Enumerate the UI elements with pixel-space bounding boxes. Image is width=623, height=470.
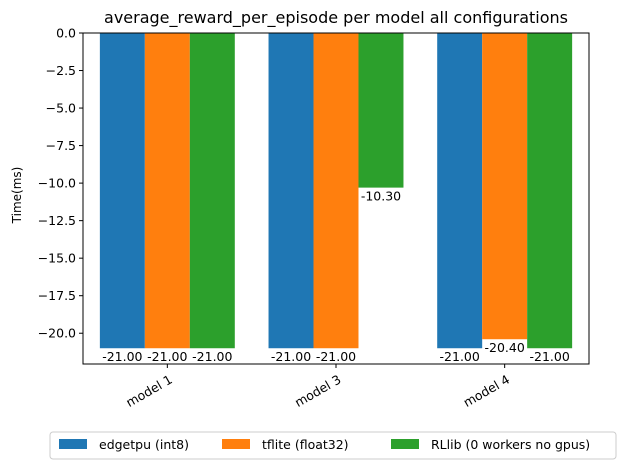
- legend-swatch: [391, 439, 419, 449]
- plot-area: -21.00 -21.00 -21.00 -21.00 -21.00 -20.40 -21.…: [38, 26, 590, 410]
- y-tick-label: −7.5: [46, 138, 76, 153]
- data-label: -21.00: [529, 349, 569, 364]
- x-tick-label: model 3: [292, 372, 344, 410]
- data-label: -21.00: [271, 349, 311, 364]
- data-label: -21.00: [102, 349, 142, 364]
- y-tick-label: −20.0: [38, 326, 76, 341]
- legend-frame: [49, 431, 617, 460]
- y-tick-label: −10.0: [38, 176, 76, 191]
- x-tick-label: model 1: [123, 372, 175, 410]
- bar: [527, 33, 573, 349]
- legend: edgetpu (int8) tflite (float32) RLlib (0 w…: [49, 431, 617, 460]
- legend-swatch: [59, 439, 87, 449]
- bar: [313, 33, 359, 349]
- data-label: -10.30: [361, 189, 401, 204]
- data-label: -21.00: [440, 349, 480, 364]
- data-label: -21.00: [316, 349, 356, 364]
- y-axis-label: Time(ms): [10, 167, 24, 225]
- data-label: -21.00: [147, 349, 187, 364]
- y-tick-label: 0.0: [56, 26, 76, 41]
- bar: [358, 33, 404, 188]
- y-tick-label: −5.0: [46, 101, 76, 116]
- legend-swatch: [222, 439, 250, 449]
- legend-label: tflite (float32): [262, 437, 349, 452]
- bar: [189, 33, 235, 349]
- y-tick-label: −17.5: [38, 288, 76, 303]
- chart-title: average_reward_per_episode per model all…: [104, 8, 568, 28]
- bar: [437, 33, 483, 349]
- legend-label: RLlib (0 workers no gpus): [431, 437, 590, 452]
- bar: [268, 33, 314, 349]
- y-tick-label: −15.0: [38, 251, 76, 266]
- bar: [99, 33, 145, 349]
- legend-label: edgetpu (int8): [99, 437, 189, 452]
- data-label: -21.00: [192, 349, 232, 364]
- data-label: -20.40: [485, 340, 525, 355]
- bar: [144, 33, 190, 349]
- y-tick-label: −12.5: [38, 213, 76, 228]
- y-tick-label: −2.5: [46, 63, 76, 78]
- bar: [482, 33, 528, 340]
- x-tick-label: model 4: [461, 372, 513, 410]
